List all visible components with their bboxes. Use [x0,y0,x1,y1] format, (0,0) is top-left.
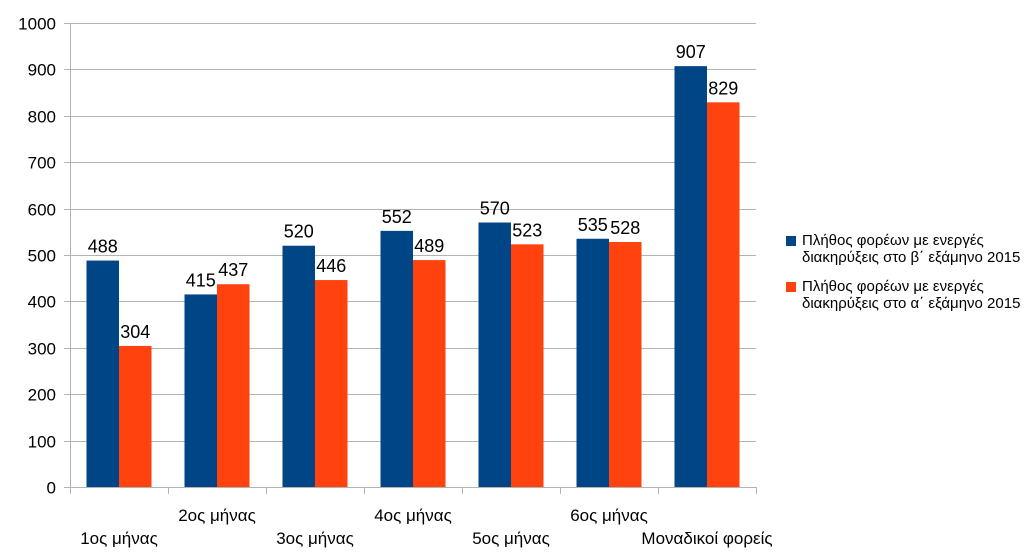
data-label: 528 [610,218,640,238]
data-label: 523 [512,220,542,240]
bar-2 [609,242,642,487]
y-tick-label: 100 [28,433,56,452]
y-tick-label: 300 [28,340,56,359]
data-label: 535 [578,215,608,235]
bar-2 [119,345,152,487]
bar-1 [478,222,511,487]
legend-item-series-1: Πλήθος φορέων με ενεργές διακηρύξεις στο… [786,232,1026,266]
y-tick-label: 200 [28,386,56,405]
data-label: 437 [218,260,248,280]
y-tick-label: 900 [28,61,56,80]
legend-swatch-series-1 [786,236,796,246]
data-label: 415 [186,270,216,290]
bar-2 [511,244,544,487]
y-axis-ticks: 0 100 200 300 400 500 600 700 800 900 1000 [18,15,70,498]
bar-1 [184,294,217,487]
bars [86,66,740,488]
y-tick-label: 600 [28,201,56,220]
x-tick-label: 3ος μήνας [276,529,354,548]
bar-2 [217,284,250,487]
y-tick-label: 500 [28,247,56,266]
bar-2 [413,260,446,487]
x-tick-label: 5ος μήνας [472,529,550,548]
data-label: 488 [88,237,118,257]
y-tick-label: 400 [28,293,56,312]
bar-1 [674,66,707,487]
x-tick-label: 6ος μήνας [570,506,648,525]
axes [64,23,756,488]
x-tick-label: 4ος μήνας [374,506,452,525]
legend-swatch-series-2 [786,282,796,292]
x-tick-label: Μοναδικοί φορείς [641,529,772,548]
legend-label-series-1: Πλήθος φορέων με ενεργές διακηρύξεις στο… [802,232,1021,266]
data-label: 552 [382,207,412,227]
y-tick-label: 1000 [18,15,56,34]
data-label: 489 [414,236,444,256]
x-axis-ticks: 1ος μήνας 2ος μήνας 3ος μήνας 4ος μήνας 5ος … [70,487,773,548]
y-tick-label: 700 [28,154,56,173]
data-label: 304 [120,322,150,342]
bar-2 [315,280,348,487]
data-label: 907 [676,42,706,62]
legend-label-series-2: Πλήθος φορέων με ενεργές διακηρύξεις στο… [802,278,1021,312]
data-label: 829 [708,78,738,98]
data-label: 570 [480,199,510,219]
data-label: 446 [316,256,346,276]
bar-1 [380,230,413,487]
bar-1 [576,238,609,487]
x-tick-label: 2ος μήνας [178,506,256,525]
bar-1 [282,245,315,487]
bar-2 [707,102,740,488]
legend-item-series-2: Πλήθος φορέων με ενεργές διακηρύξεις στο… [786,278,1026,312]
data-label: 520 [284,222,314,242]
x-tick-label: 1ος μήνας [80,529,158,548]
y-tick-label: 800 [28,108,56,127]
y-tick-label: 0 [47,479,56,498]
legend: Πλήθος φορέων με ενεργές διακηρύξεις στο… [786,232,1026,324]
bar-1 [86,260,119,487]
